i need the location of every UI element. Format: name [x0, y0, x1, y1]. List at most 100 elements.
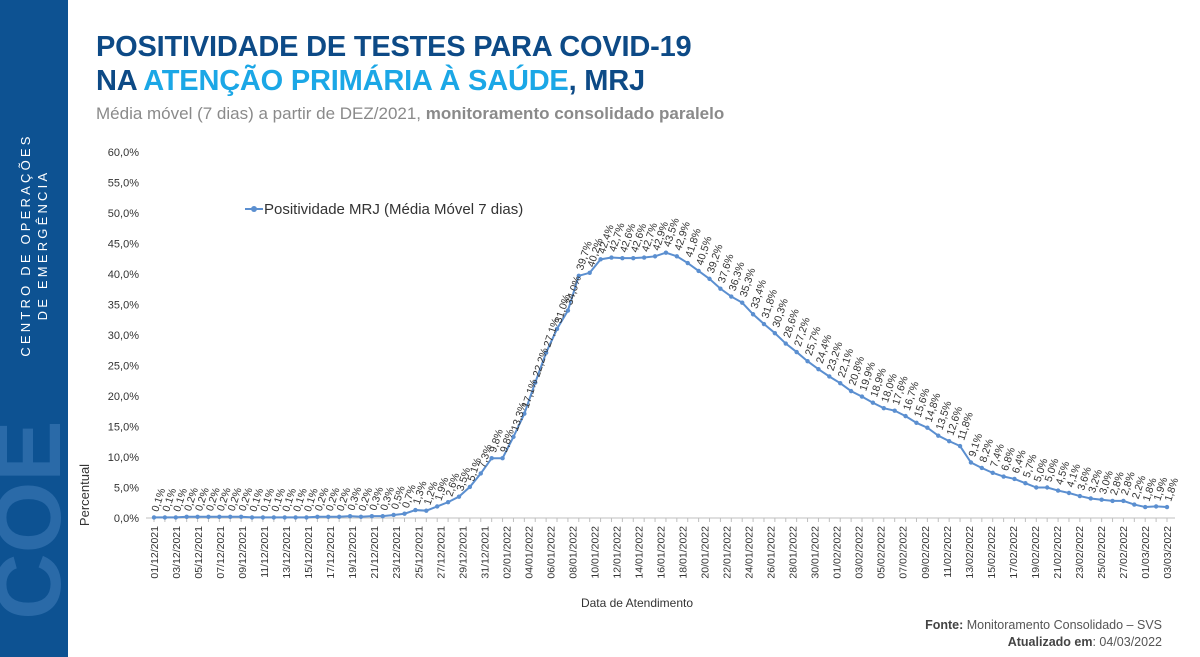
x-tick-label: 16/01/2022	[656, 526, 668, 579]
data-point	[674, 254, 680, 259]
data-point	[326, 514, 331, 519]
data-point	[511, 434, 516, 440]
source-line: Fonte: Monitoramento Consolidado – SVS	[925, 617, 1162, 634]
data-point	[838, 380, 843, 386]
subtitle: Média móvel (7 dias) a partir de DEZ/202…	[96, 104, 724, 124]
data-point	[859, 394, 865, 399]
x-tick-label: 09/02/2022	[920, 526, 932, 579]
data-point	[228, 514, 233, 519]
data-point	[391, 512, 396, 518]
data-label: 17,1%	[520, 378, 541, 410]
x-tick-label: 04/01/2022	[523, 526, 535, 579]
x-tick-label: 07/12/2021	[215, 526, 227, 579]
data-point	[663, 250, 669, 255]
data-point	[1001, 474, 1006, 479]
x-tick-label: 11/12/2021	[259, 526, 271, 578]
data-point	[478, 471, 483, 476]
data-point	[162, 515, 168, 520]
title-highlight: ATENÇÃO PRIMÁRIA À SAÚDE	[143, 65, 569, 97]
data-point	[380, 513, 385, 519]
data-point	[1055, 488, 1061, 493]
data-point	[565, 308, 571, 313]
data-point	[293, 515, 298, 520]
data-point	[881, 406, 886, 411]
data-point	[424, 508, 429, 513]
data-point	[729, 294, 734, 299]
x-tick-label: 20/01/2022	[700, 526, 712, 579]
data-point	[631, 255, 636, 261]
series-line-group	[154, 251, 1168, 519]
data-point	[816, 366, 821, 372]
x-tick-label: 01/03/2022	[1140, 526, 1152, 579]
data-point	[151, 515, 157, 520]
data-point	[402, 511, 407, 516]
sidebar-line-1: CENTRO DE OPERAÇÕES	[18, 133, 33, 357]
data-point	[1153, 504, 1159, 509]
x-tick-label: 05/02/2022	[876, 526, 888, 579]
x-tick-label: 15/02/2022	[986, 526, 998, 579]
data-point	[1034, 485, 1039, 490]
source-value: Monitoramento Consolidado – SVS	[963, 618, 1162, 632]
data-point	[750, 312, 756, 317]
data-point	[827, 374, 832, 379]
data-label: 22,2%	[531, 346, 552, 378]
data-point	[282, 515, 287, 520]
source-note: Fonte: Monitoramento Consolidado – SVS A…	[925, 617, 1162, 651]
data-point	[914, 420, 919, 426]
title-prefix: NA	[96, 65, 144, 97]
sidebar-line-2: DE EMERGÊNCIA	[35, 169, 50, 321]
coe-logo-text: COE	[0, 420, 68, 619]
x-tick-label: 21/12/2021	[369, 526, 381, 579]
x-tick-label: 13/12/2021	[281, 526, 293, 579]
title-suffix: , MRJ	[568, 65, 646, 97]
data-point	[761, 321, 767, 327]
x-tick-label: 01/02/2022	[832, 526, 844, 579]
data-point	[576, 273, 582, 279]
data-point	[533, 380, 538, 385]
x-tick-label: 26/01/2022	[766, 526, 778, 579]
y-axis-title: Percentual	[77, 464, 92, 526]
data-point	[1066, 490, 1072, 496]
x-tick-label: 07/02/2022	[898, 526, 910, 579]
data-point	[641, 255, 647, 260]
data-point	[554, 326, 560, 332]
sidebar: CENTRO DE OPERAÇÕES DE EMERGÊNCIA COE	[0, 0, 68, 657]
data-point	[892, 408, 897, 413]
data-point	[1023, 481, 1028, 486]
legend-point-marker	[251, 206, 257, 212]
x-tick-label: 06/01/2022	[545, 526, 557, 579]
data-point	[271, 515, 277, 520]
data-point	[173, 515, 178, 520]
x-tick-label: 23/02/2022	[1074, 526, 1086, 579]
x-tick-label: 02/01/2022	[501, 526, 513, 579]
data-point	[979, 465, 985, 471]
data-point	[1044, 485, 1050, 490]
x-tick-label: 21/02/2022	[1052, 526, 1064, 579]
x-tick-label: 17/12/2021	[325, 526, 337, 579]
x-tick-label: 08/01/2022	[567, 526, 579, 579]
y-tick-label: 25,0%	[108, 361, 139, 373]
x-tick-label: 24/01/2022	[744, 526, 756, 579]
data-point	[685, 260, 690, 266]
data-point	[609, 255, 614, 260]
x-tick-label: 31/12/2021	[479, 526, 491, 579]
data-point	[249, 515, 255, 520]
y-tick-label: 35,0%	[108, 300, 139, 312]
data-point	[783, 341, 788, 346]
data-labels: 0,1%0,1%0,1%0,2%0,2%0,2%0,2%0,2%0,2%0,1%…	[149, 217, 1181, 514]
y-tick-label: 30,0%	[108, 330, 139, 342]
x-tick-label: 14/01/2022	[633, 526, 645, 579]
data-point	[968, 460, 974, 465]
page-title: POSITIVIDADE DE TESTES PARA COVID-19 NA …	[96, 30, 692, 98]
data-point	[620, 255, 625, 261]
x-axis: 01/12/2021 03/12/2021 05/12/2021 07/12/2021…	[146, 517, 1175, 579]
y-tick-label: 60,0%	[108, 147, 139, 159]
sidebar-org-name: CENTRO DE OPERAÇÕES DE EMERGÊNCIA	[17, 95, 51, 395]
data-point	[936, 433, 941, 438]
data-point	[467, 484, 473, 490]
updated-label: Atualizado em	[1007, 635, 1093, 649]
data-point	[1110, 498, 1115, 504]
data-point	[184, 514, 189, 519]
data-point	[772, 330, 778, 336]
y-tick-label: 0,0%	[114, 513, 139, 525]
